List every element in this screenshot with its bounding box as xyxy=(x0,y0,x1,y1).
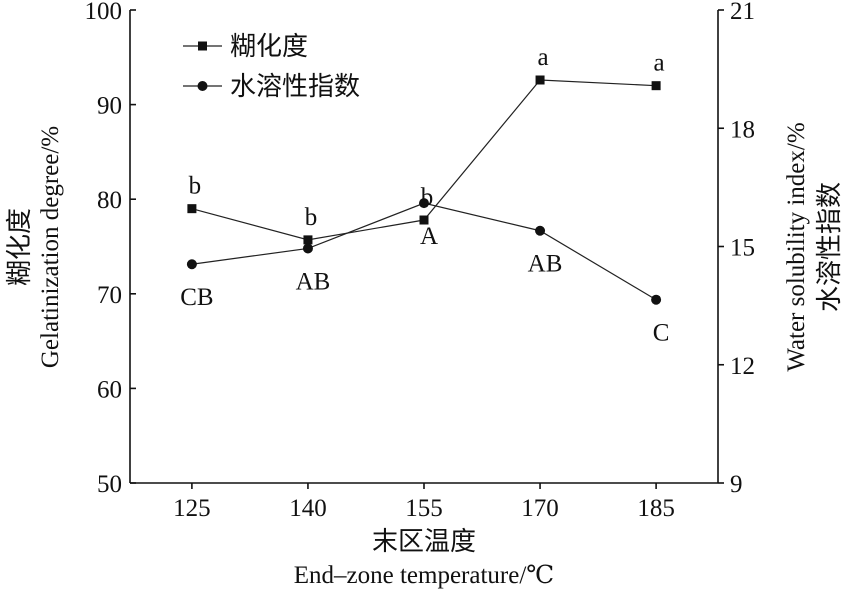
data-point-gelatinization xyxy=(535,75,545,85)
significance-label-solubility: AB xyxy=(296,268,331,295)
left-y-axis-title-cn: 糊化度 xyxy=(5,208,35,286)
right-y-tick-label: 18 xyxy=(730,116,755,143)
point-labels: b b b a a CB AB A AB C xyxy=(180,44,669,347)
data-point-gelatinization xyxy=(651,81,661,91)
significance-label-solubility: C xyxy=(653,320,670,347)
significance-label-gelatinization: b xyxy=(421,184,434,211)
data-point-gelatinization xyxy=(187,204,197,214)
x-axis-title-cn: 末区温度 xyxy=(372,527,476,557)
data-point-gelatinization xyxy=(303,235,313,245)
series-layer xyxy=(186,75,662,305)
x-tick-label: 185 xyxy=(637,495,675,522)
right-y-tick-label: 15 xyxy=(730,235,755,262)
significance-label-solubility: A xyxy=(420,223,438,250)
axis-titles: 末区温度 End–zone temperature/℃ 糊化度 Gelatini… xyxy=(5,122,845,589)
left-y-tick-label: 70 xyxy=(97,282,122,309)
right-y-axis-title-cn: 水溶性指数 xyxy=(815,182,845,312)
x-tick-label: 140 xyxy=(289,495,327,522)
left-y-tick-label: 50 xyxy=(97,471,122,498)
left-y-axis-title-en: Gelatinization degree/% xyxy=(37,126,64,368)
left-y-tick-label: 90 xyxy=(97,93,122,120)
left-y-tick-label: 60 xyxy=(97,376,122,403)
legend-circle-marker xyxy=(197,81,208,91)
right-y-tick-label: 21 xyxy=(730,0,755,25)
data-point-solubility xyxy=(651,294,662,305)
data-point-solubility xyxy=(419,198,429,209)
significance-label-solubility: CB xyxy=(180,284,213,311)
ticks: 125 140 155 170 185 50 60 70 80 90 100 9 12 15 18 21 xyxy=(85,0,756,522)
significance-label-gelatinization: b xyxy=(189,173,202,200)
x-tick-label: 170 xyxy=(521,495,559,522)
legend-label-solubility: 水溶性指数 xyxy=(230,72,360,102)
legend: 糊化度 水溶性指数 xyxy=(183,32,360,102)
x-tick-label: 125 xyxy=(173,495,211,522)
legend-item-solubility: 水溶性指数 xyxy=(183,72,360,102)
significance-label-solubility: AB xyxy=(528,251,563,278)
significance-label-gelatinization: b xyxy=(305,204,318,231)
right-y-axis-title-en: Water solubility index/% xyxy=(783,122,810,371)
right-y-tick-label: 9 xyxy=(730,471,743,498)
legend-label-gelatinization: 糊化度 xyxy=(230,32,308,62)
right-y-tick-label: 12 xyxy=(730,353,755,380)
x-axis-title-en: End–zone temperature/℃ xyxy=(294,562,555,589)
data-point-solubility xyxy=(186,259,197,270)
data-point-gelatinization xyxy=(419,215,429,225)
legend-item-gelatinization: 糊化度 xyxy=(183,32,308,62)
x-tick-label: 155 xyxy=(405,495,443,522)
data-point-solubility xyxy=(302,243,313,254)
significance-label-gelatinization: a xyxy=(654,50,665,77)
legend-square-marker xyxy=(198,41,207,51)
data-point-solubility xyxy=(535,225,546,236)
significance-label-gelatinization: a xyxy=(537,44,548,71)
left-y-tick-label: 80 xyxy=(97,187,122,214)
left-y-tick-label: 100 xyxy=(85,0,123,25)
